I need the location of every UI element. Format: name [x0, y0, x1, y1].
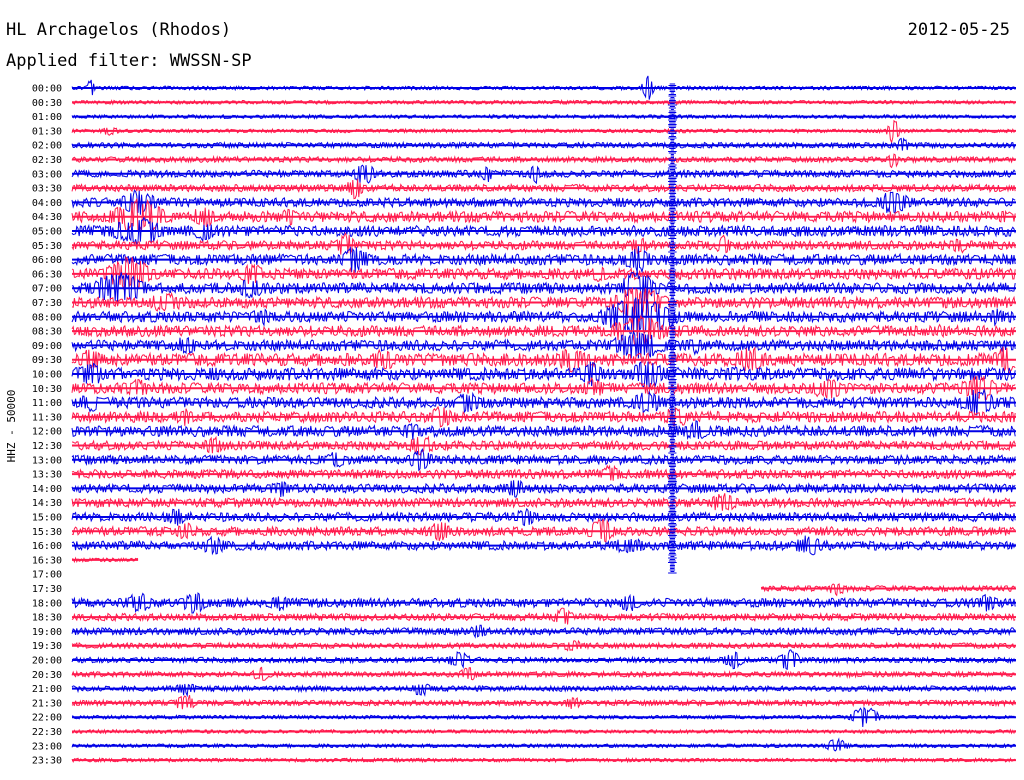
time-label: 08:30 — [32, 327, 62, 338]
trace-1900 — [71, 624, 1016, 639]
time-label: 15:30 — [32, 527, 62, 538]
time-label: 23:30 — [32, 756, 62, 767]
time-label: 16:00 — [32, 541, 62, 552]
trace-1500 — [71, 507, 1016, 527]
station-title: HL Archagelos (Rhodos) — [6, 20, 232, 40]
time-label: 18:00 — [32, 598, 62, 609]
time-label: 11:30 — [32, 412, 62, 423]
time-label: 03:30 — [32, 184, 62, 195]
time-label: 04:30 — [32, 212, 62, 223]
trace-0800 — [71, 297, 1016, 337]
time-label: 00:30 — [32, 98, 62, 109]
time-label: 10:30 — [32, 384, 62, 395]
time-label: 13:00 — [32, 455, 62, 466]
trace-0630 — [71, 255, 1016, 291]
filter-label: Applied filter: WWSSN-SP — [6, 51, 252, 71]
time-label: 21:30 — [32, 698, 62, 709]
time-label: 19:00 — [32, 627, 62, 638]
trace-1930 — [71, 639, 1016, 652]
time-label: 09:30 — [32, 355, 62, 366]
trace-1430 — [71, 493, 1016, 511]
trace-1100 — [71, 387, 1016, 416]
time-label: 06:30 — [32, 269, 62, 280]
trace-0200 — [71, 137, 1016, 151]
trace-1000 — [71, 361, 1016, 390]
time-label: 09:00 — [32, 341, 62, 352]
trace-0400 — [71, 189, 1016, 215]
trace-1530 — [71, 518, 1016, 544]
seismic-traces — [71, 75, 1016, 764]
time-label: 17:30 — [32, 584, 62, 595]
trace-0230 — [71, 153, 1016, 169]
trace-0500 — [71, 216, 1016, 246]
trace-1200 — [71, 420, 1016, 441]
date-label: 2012-05-25 — [907, 20, 1010, 40]
trace-1330 — [71, 464, 1016, 481]
y-axis-label: HHZ - 50000 — [5, 390, 18, 463]
time-label: 05:30 — [32, 241, 62, 252]
time-label: 02:30 — [32, 155, 62, 166]
time-label: 13:30 — [32, 470, 62, 481]
trace-2100 — [71, 683, 1016, 698]
time-label: 18:30 — [32, 613, 62, 624]
trace-0830 — [71, 314, 1016, 347]
major-event-spike — [667, 83, 677, 574]
time-label: 06:00 — [32, 255, 62, 266]
trace-0700 — [71, 271, 1016, 305]
time-label: 22:00 — [32, 713, 62, 724]
trace-0000 — [71, 75, 1016, 100]
trace-2130 — [71, 695, 1016, 710]
trace-0330 — [71, 179, 1016, 200]
trace-0300 — [71, 164, 1016, 185]
time-label: 01:30 — [32, 126, 62, 137]
trace-1800 — [71, 592, 1016, 614]
trace-1300 — [71, 448, 1016, 472]
time-label: 19:30 — [32, 641, 62, 652]
trace-0530 — [71, 231, 1016, 255]
time-label: 20:00 — [32, 656, 62, 667]
trace-1600 — [71, 535, 1016, 556]
trace-0730 — [71, 287, 1016, 319]
time-label: 15:00 — [32, 513, 62, 524]
trace-1830 — [71, 607, 1016, 625]
time-label: 14:00 — [32, 484, 62, 495]
time-label: 00:00 — [32, 84, 62, 95]
time-label: 12:00 — [32, 427, 62, 438]
trace-1400 — [71, 479, 1016, 498]
time-label: 16:30 — [32, 555, 62, 566]
time-label: 11:00 — [32, 398, 62, 409]
time-label: 01:00 — [32, 112, 62, 123]
trace-1130 — [71, 405, 1016, 428]
trace-1730 — [760, 583, 1016, 597]
trace-0600 — [71, 246, 1016, 274]
time-label: 03:00 — [32, 169, 62, 180]
trace-1030 — [71, 375, 1016, 402]
time-label: 22:30 — [32, 727, 62, 738]
time-label: 08:00 — [32, 312, 62, 323]
time-label: 02:00 — [32, 141, 62, 152]
trace-0900 — [71, 330, 1016, 359]
major-event — [667, 83, 677, 574]
time-label: 17:00 — [32, 570, 62, 581]
time-label: 07:00 — [32, 284, 62, 295]
time-label: 04:00 — [32, 198, 62, 209]
time-label: 14:30 — [32, 498, 62, 509]
time-label: 07:30 — [32, 298, 62, 309]
time-label: 23:00 — [32, 741, 62, 752]
time-label: 12:30 — [32, 441, 62, 452]
time-labels: 00:00 00:30 01:00 01:30 02:00 02:30 03:00 03:30… — [32, 84, 62, 767]
trace-1230 — [71, 435, 1016, 456]
trace-0430 — [71, 198, 1016, 232]
trace-0930 — [71, 346, 1016, 375]
time-label: 10:00 — [32, 370, 62, 381]
trace-2000 — [71, 649, 1016, 671]
time-label: 20:30 — [32, 670, 62, 681]
time-label: 05:00 — [32, 227, 62, 238]
trace-2030 — [71, 666, 1016, 681]
time-label: 21:00 — [32, 684, 62, 695]
